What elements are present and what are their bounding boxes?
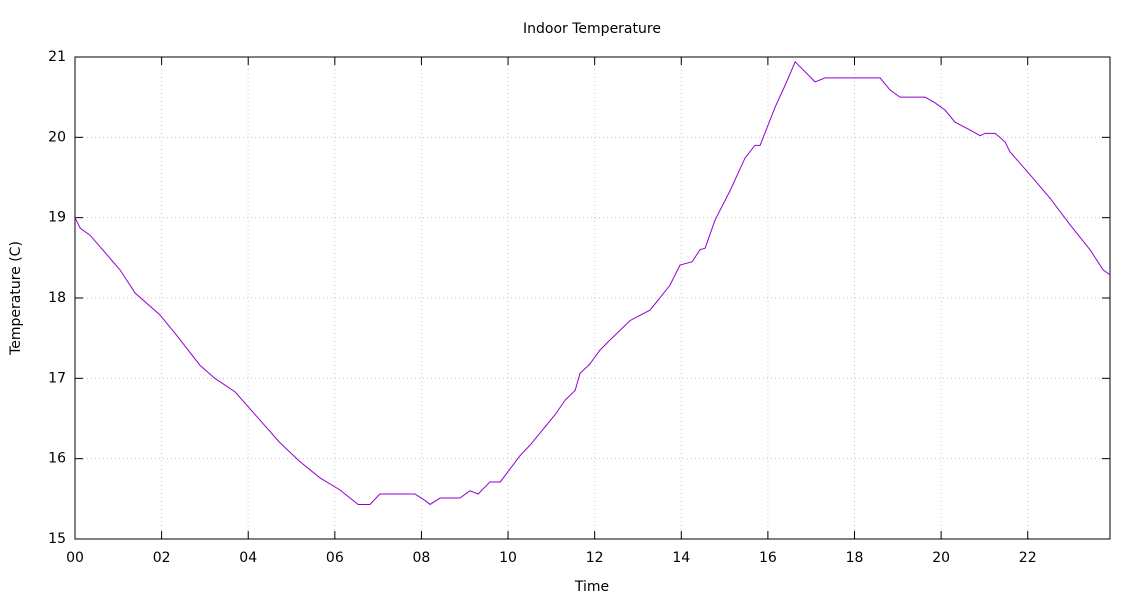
y-tick-label: 15 [48, 531, 66, 547]
x-tick-label: 18 [846, 550, 864, 566]
plot-border [74, 56, 1111, 540]
x-tick-label: 14 [672, 550, 690, 566]
chart-title: Indoor Temperature [523, 21, 661, 37]
x-tick-label: 20 [932, 550, 950, 566]
y-tick-label: 19 [48, 210, 66, 226]
x-tick-label: 08 [413, 550, 431, 566]
x-tick-label: 02 [153, 550, 171, 566]
x-axis-label: Time [574, 579, 609, 595]
x-tick-label: 10 [499, 550, 517, 566]
x-tick-label: 16 [759, 550, 777, 566]
x-tick-label: 06 [326, 550, 344, 566]
y-tick-label: 20 [48, 129, 66, 145]
y-axis-label: Temperature (C) [8, 241, 24, 356]
x-tick-label: 22 [1019, 550, 1037, 566]
x-tick-label: 12 [586, 550, 604, 566]
y-tick-label: 18 [48, 290, 66, 306]
y-tick-label: 17 [48, 370, 66, 386]
x-tick-label: 04 [239, 550, 257, 566]
x-tick-label: 00 [66, 550, 84, 566]
y-tick-label: 16 [48, 451, 66, 467]
y-tick-label: 21 [48, 49, 66, 65]
line-series [74, 60, 1111, 506]
